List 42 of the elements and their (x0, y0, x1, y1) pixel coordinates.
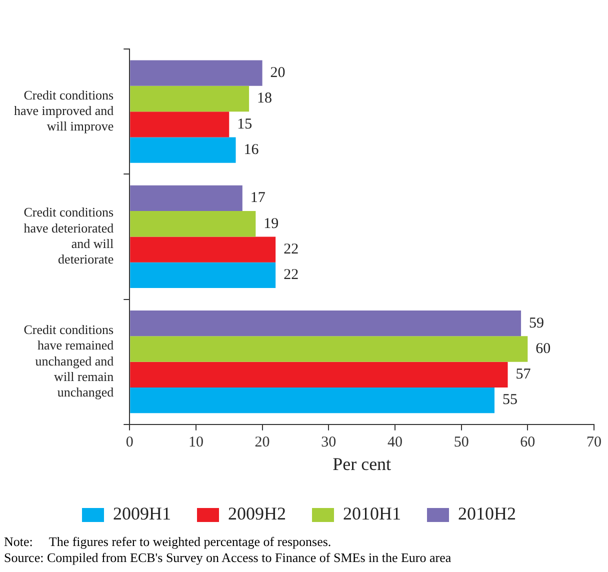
source-note: Source: Compiled from ECB's Survey on Access to Finance of SMEs in the Euro area (4, 550, 452, 566)
bar (130, 185, 242, 212)
x-tick-label: 40 (387, 434, 402, 450)
x-tick-label: 30 (321, 434, 336, 450)
data-label: 18 (257, 90, 272, 107)
x-tick-label: 0 (126, 434, 134, 450)
bar (130, 362, 508, 388)
data-label: 55 (502, 392, 518, 408)
data-label: 22 (284, 241, 299, 258)
bar (130, 387, 494, 414)
x-tick-label: 10 (188, 434, 204, 450)
data-label: 22 (284, 267, 299, 284)
x-tick-label: 20 (254, 434, 270, 450)
data-label: 15 (237, 116, 252, 132)
data-label: 57 (516, 366, 532, 383)
bar (130, 137, 236, 163)
y-tick-label: Credit conditions have improved and will improve (14, 87, 114, 134)
bar (130, 262, 276, 288)
data-label: 19 (264, 216, 279, 232)
bar (130, 211, 256, 237)
x-tick-label: 70 (586, 434, 602, 450)
data-label: 59 (529, 315, 544, 332)
bar (130, 310, 522, 336)
data-label: 16 (244, 142, 260, 158)
bar (130, 336, 528, 362)
data-label: 20 (270, 65, 286, 82)
bar (130, 236, 276, 262)
bar (130, 112, 230, 138)
text: Note: The figures refer to weighted percentage of responses. (4, 534, 332, 550)
x-tick-label: 60 (520, 434, 536, 450)
data-label: 17 (250, 190, 266, 206)
data-label: 60 (536, 340, 551, 357)
x-axis-title: Per cent (332, 454, 392, 474)
bar (130, 60, 262, 86)
bar (130, 86, 250, 112)
y-tick-label: Credit conditions have deteriorated and will deteriorate (24, 204, 114, 267)
legend-label: 2010H2 (458, 504, 516, 524)
legend-label: 2009H2 (228, 504, 286, 524)
legend-label: 2010H1 (343, 504, 401, 524)
legend-label: 2009H1 (113, 504, 171, 524)
x-tick-label: 50 (454, 434, 469, 450)
y-tick-label: Credit conditions have remained unchanged and will remain unchanged (24, 322, 114, 400)
